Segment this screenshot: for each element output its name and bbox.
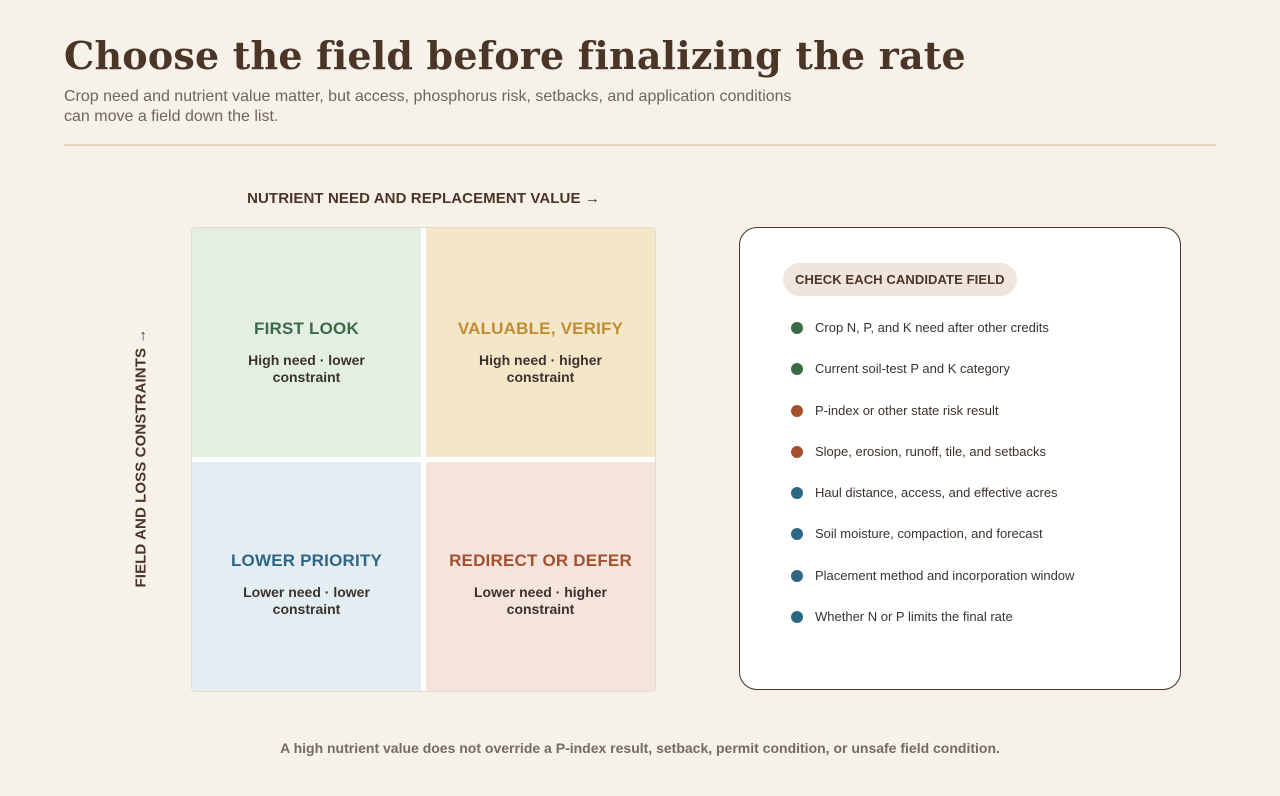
- quadrant-description: High need · higher constraint: [479, 352, 602, 385]
- quadrant-description: Lower need · higher constraint: [473, 584, 607, 617]
- page-title: Choose the field before finalizing the r…: [64, 33, 966, 78]
- bullet-dot-icon: [791, 487, 803, 500]
- bullet-dot-icon: [791, 611, 803, 624]
- quadrant-title: FIRST LOOK: [254, 319, 359, 338]
- quadrant-title: REDIRECT OR DEFER: [449, 551, 632, 570]
- quadrant-description: High need · lower constraint: [248, 352, 365, 385]
- x-axis-label: NUTRIENT NEED AND REPLACEMENT VALUE →: [247, 190, 600, 207]
- header-divider: [64, 144, 1216, 146]
- checklist-panel: CHECK EACH CANDIDATE FIELD Crop N, P, an…: [739, 227, 1181, 690]
- quadrant-description: Lower need · lower constraint: [243, 584, 370, 617]
- list-item-text: Crop N, P, and K need after other credit…: [815, 320, 1049, 335]
- checklist-heading: CHECK EACH CANDIDATE FIELD: [783, 263, 1017, 296]
- list-item-text: Soil moisture, compaction, and forecast: [815, 526, 1043, 542]
- quadrant-lower-priority: LOWER PRIORITY Lower need · lower constr…: [192, 462, 421, 691]
- bullet-dot-icon: [791, 363, 803, 376]
- bullet-dot-icon: [791, 404, 803, 417]
- bullet-dot-icon: [791, 569, 803, 582]
- quadrant-title: LOWER PRIORITY: [230, 551, 383, 570]
- list-item-text: Haul distance, access, and effective acr…: [815, 485, 1058, 501]
- quadrant-first-look: FIRST LOOK High need · lower constraint: [192, 228, 421, 457]
- page-subtitle: Crop need and nutrient value matter, but…: [64, 88, 792, 125]
- list-item-text: Whether N or P limits the final rate: [815, 609, 1013, 625]
- list-item-text: Current soil-test P and K category: [815, 361, 1010, 377]
- quadrant-title: VALUABLE, VERIFY: [457, 319, 624, 338]
- y-axis-label: FIELD AND LOSS CONSTRAINTS →: [132, 328, 150, 588]
- quadrant-valuable-verify: VALUABLE, VERIFY High need · higher cons…: [426, 228, 655, 457]
- priority-matrix: FIRST LOOK High need · lower constraint …: [191, 227, 656, 692]
- list-item-text: P-index or other state risk result: [815, 402, 999, 418]
- footnote: A high nutrient value does not override …: [280, 740, 1000, 756]
- bullet-dot-icon: [791, 445, 803, 458]
- bullet-dot-icon: [791, 322, 803, 334]
- list-item-text: Slope, erosion, runoff, tile, and setbac…: [815, 443, 1047, 459]
- quadrant-redirect-or-defer: REDIRECT OR DEFER Lower need · higher co…: [426, 462, 655, 691]
- bullet-dot-icon: [791, 528, 803, 541]
- list-item-text: Placement method and incorporation windo…: [815, 567, 1075, 583]
